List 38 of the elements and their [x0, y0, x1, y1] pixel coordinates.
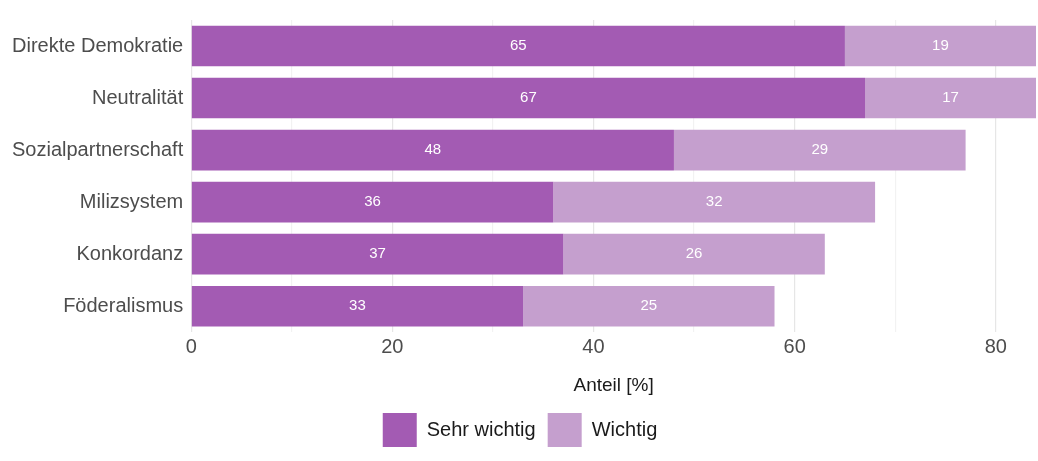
y-tick-label: Sozialpartnerschaft: [12, 137, 184, 160]
bar: [563, 233, 825, 275]
data-label: 26: [685, 244, 703, 262]
data-label: 19: [932, 36, 949, 54]
bar: [191, 181, 554, 223]
data-label: 17: [942, 88, 959, 106]
y-tick-label: Milizsystem: [79, 189, 184, 212]
x-tick-label: 40: [582, 334, 605, 357]
y-tick-label: Neutralität: [92, 85, 184, 108]
y-tick-label: Direkte Demokratie: [12, 33, 184, 56]
x-tick-label: 60: [783, 334, 806, 357]
bar: [844, 25, 1036, 67]
data-label: 65: [510, 36, 527, 54]
y-tick-label: Konkordanz: [76, 241, 184, 264]
bar: [191, 233, 564, 275]
data-label: 48: [424, 140, 442, 158]
data-label: 29: [811, 140, 829, 158]
x-tick-label: 20: [381, 334, 404, 357]
data-label: 32: [705, 192, 723, 210]
bar: [191, 77, 866, 119]
bar: [191, 129, 674, 171]
data-label: 67: [520, 88, 537, 106]
x-tick-label: 0: [185, 334, 197, 357]
x-tick-label: 80: [984, 334, 1007, 357]
bar: [191, 25, 845, 67]
bar: [865, 77, 1036, 119]
bar: [673, 129, 966, 171]
data-label: 37: [369, 244, 386, 262]
legend-label: Sehr wichtig: [426, 417, 536, 440]
bar: [553, 181, 876, 223]
legend-label: Wichtig: [591, 417, 658, 440]
y-tick-label: Föderalismus: [63, 293, 184, 316]
data-label: 33: [349, 296, 366, 314]
bar: [191, 285, 524, 327]
bar: [523, 285, 775, 327]
x-axis-title: Anteil [%]: [573, 373, 654, 395]
data-label: 36: [364, 192, 381, 210]
data-label: 25: [640, 296, 658, 314]
